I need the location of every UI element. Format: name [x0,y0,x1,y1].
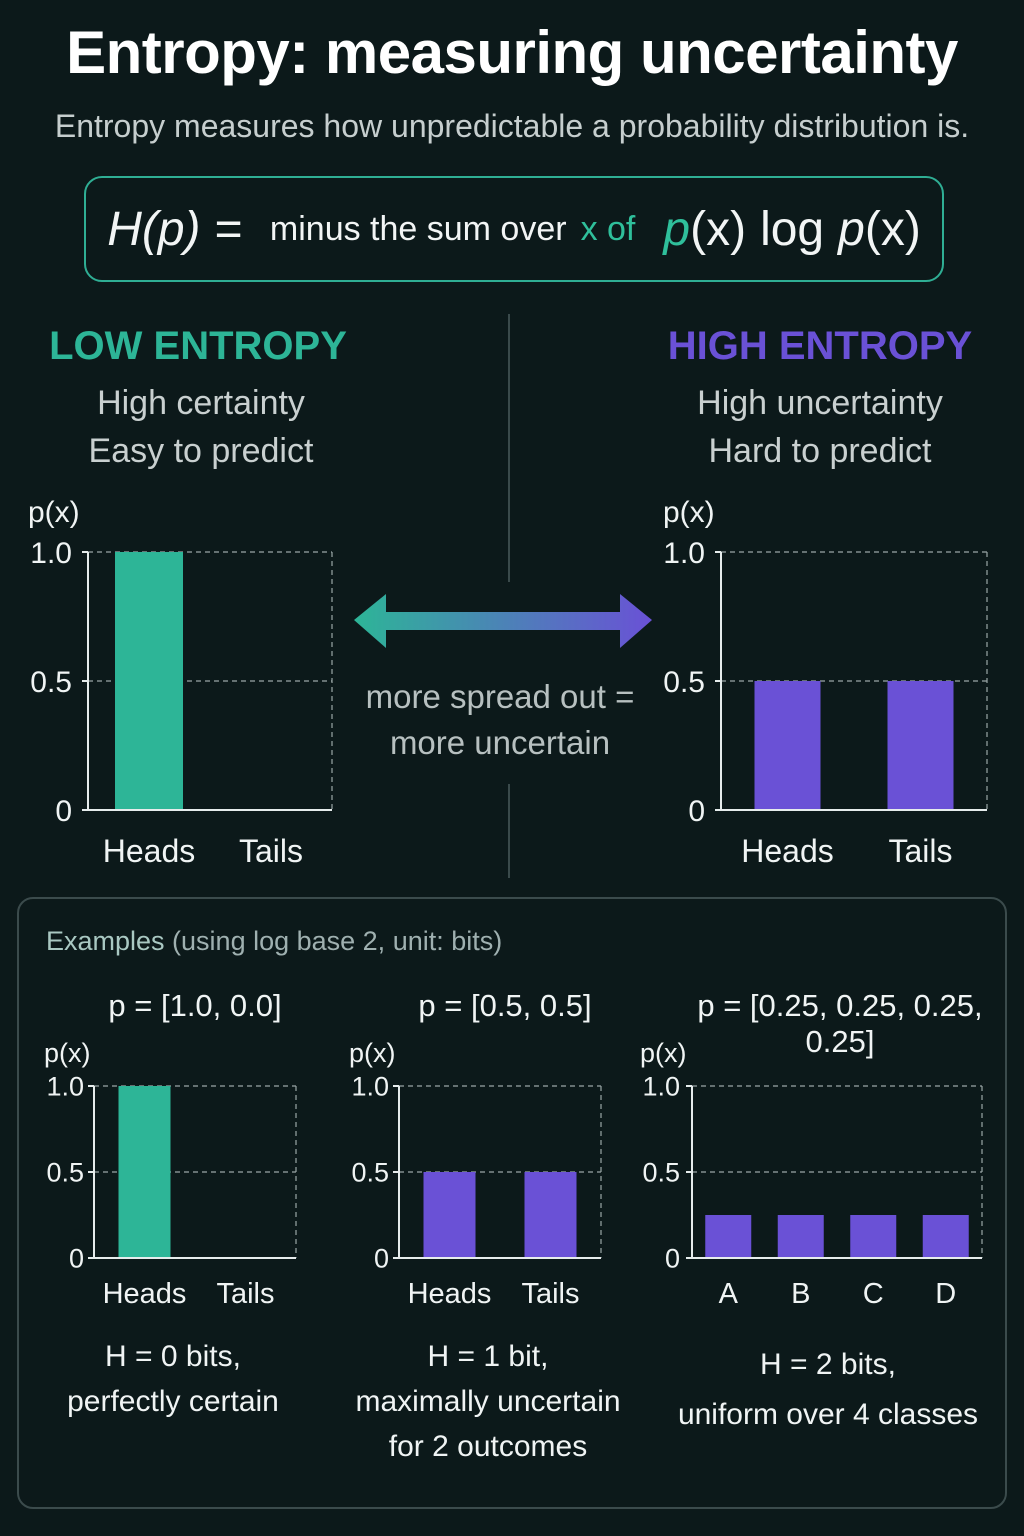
arrow-caption: more spread out = more uncertain [350,674,650,766]
low-entropy-line1: High certainty [97,384,305,422]
example-1-result-line2: perfectly certain [67,1385,279,1418]
bar-heads [118,1086,171,1258]
y-axis-label: p(x) [349,1038,396,1068]
example-3-distribution: p = [0.25, 0.25, 0.25, 0.25] [697,988,983,1059]
high-entropy-line2: Hard to predict [708,432,932,470]
bar-tails [887,681,954,810]
y-axis-label: p(x) [28,496,80,529]
x-tick-label: Heads [408,1278,492,1310]
arrow-caption-line1: more spread out = [365,678,635,715]
x-tick-label: Tails [888,833,952,869]
formula-box [84,176,944,282]
formula-text: minus the sum over [269,209,567,248]
examples-title-note: (using log base 2, unit: bits) [164,926,503,956]
bar-d [922,1215,969,1258]
high-entropy-chart: p(x) Heads Tails 1.0 0.5 0 [663,496,988,869]
bar-heads [115,552,183,810]
example-1-result: H = 0 bits, perfectly certain [20,1334,326,1424]
y-tick-label: 0 [688,795,705,828]
formula-x2: (x) [864,202,921,256]
example-3-result-line1: H = 2 bits, [760,1348,896,1381]
y-tick-label: 1.0 [46,1072,84,1102]
x-tick-label: Tails [239,833,303,869]
formula-x1: (x) [690,202,747,256]
high-entropy-line1: High uncertainty [697,384,943,422]
x-tick-label: A [719,1278,739,1310]
x-tick-label: Tails [216,1278,274,1310]
example-2-chart: p(x) Heads Tails 1.0 0.5 0 [349,1038,602,1310]
example-2-result-line2: maximally uncertain [355,1385,621,1418]
page-title: Entropy: measuring uncertainty [66,19,958,86]
arrow-caption-line2: more uncertain [389,724,611,761]
x-tick-label: C [863,1278,884,1310]
formula-log: log [760,202,825,256]
y-axis-label: p(x) [640,1038,687,1068]
bar-heads [754,681,821,810]
x-tick-label: Tails [521,1278,579,1310]
formula-p2: p [838,202,865,256]
example-1-result-line1: H = 0 bits, [105,1340,241,1373]
formula-p1: p [663,202,691,256]
y-tick-label: 1.0 [642,1072,680,1102]
example-1-distribution: p = [1.0, 0.0] [108,988,282,1023]
example-3-chart: p(x) A B C D 1.0 0.5 0 [640,1038,983,1310]
high-entropy-heading: HIGH ENTROPY [667,324,973,368]
y-tick-label: 1.0 [30,537,72,570]
double-arrow-icon [354,594,652,648]
examples-title: Examples (using log base 2, unit: bits) [46,926,502,957]
y-tick-label: 0.5 [30,666,72,699]
bar-c [850,1215,897,1258]
low-entropy-line2: Easy to predict [88,432,314,470]
bar-b [777,1215,824,1258]
formula-lhs: H(p) = [107,202,242,256]
center-divider-bottom [508,784,510,878]
examples-panel [17,897,1007,1509]
example-3-result-line2: uniform over 4 classes [677,1398,979,1431]
y-tick-label: 0.5 [46,1158,84,1188]
y-tick-label: 0 [374,1244,389,1274]
example-1-chart: p(x) Heads Tails 1.0 0.5 0 [44,1038,297,1310]
low-entropy-heading: LOW ENTROPY [49,324,347,368]
examples-title-label: Examples [46,926,165,956]
y-axis-label: p(x) [663,496,715,529]
y-tick-label: 0 [69,1244,84,1274]
y-axis-label: p(x) [44,1038,91,1068]
y-tick-label: 0.5 [663,666,705,699]
example-2-result: H = 1 bit, maximally uncertain for 2 out… [330,1334,646,1469]
y-tick-label: 0 [55,795,72,828]
y-tick-label: 1.0 [663,537,705,570]
example-2-result-line1: H = 1 bit, [427,1340,549,1373]
x-tick-label: Heads [103,1278,187,1310]
y-tick-label: 0 [665,1244,680,1274]
example-2-distribution: p = [0.5, 0.5] [418,988,592,1023]
example-3-result: H = 2 bits, uniform over 4 classes [660,1340,996,1440]
example-2-result-line3: for 2 outcomes [388,1430,588,1463]
low-entropy-chart: p(x) Heads Tails 1.0 0.5 0 [28,496,333,869]
center-divider-top [508,314,510,582]
y-tick-label: 0.5 [642,1158,680,1188]
y-tick-label: 1.0 [351,1072,389,1102]
bar-tails [524,1172,577,1258]
formula-sum-index: x of [580,209,636,248]
page-subtitle: Entropy measures how unpredictable a pro… [54,108,970,144]
x-tick-label: D [935,1278,956,1310]
x-tick-label: Heads [103,833,196,869]
entropy-formula: H(p) = minus the sum over x of p (x) log… [84,176,944,282]
x-tick-label: Heads [741,833,834,869]
bar-heads [423,1172,476,1258]
y-tick-label: 0.5 [351,1158,389,1188]
x-tick-label: B [791,1278,810,1310]
bar-a [705,1215,752,1258]
